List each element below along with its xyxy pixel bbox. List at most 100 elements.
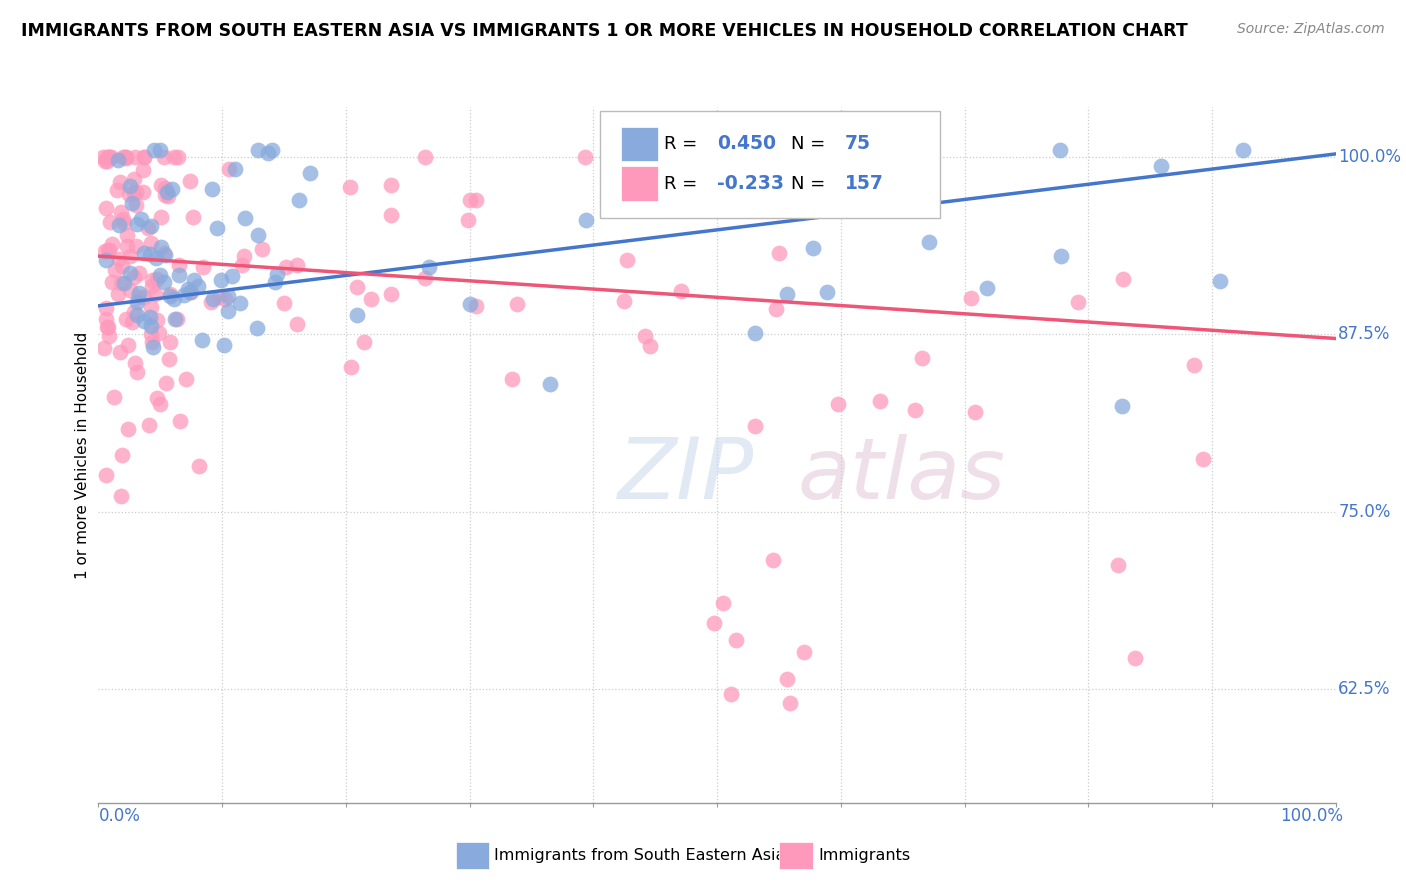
Point xyxy=(132,163,155,178)
Y-axis label: 1 or more Vehicles in Household: 1 or more Vehicles in Household xyxy=(75,331,90,579)
Point xyxy=(167,258,190,272)
Point xyxy=(911,351,934,365)
Point xyxy=(180,285,202,300)
Point xyxy=(1192,452,1215,467)
Point xyxy=(91,150,114,164)
Point xyxy=(501,372,523,386)
Point xyxy=(247,143,270,157)
Text: 100.0%: 100.0% xyxy=(1279,807,1343,825)
Point xyxy=(153,275,176,289)
Point xyxy=(775,673,797,687)
Point xyxy=(98,215,121,229)
Point xyxy=(124,150,146,164)
Point xyxy=(457,213,479,227)
Point xyxy=(155,376,177,390)
Point xyxy=(173,288,195,302)
Point xyxy=(264,275,287,289)
Point xyxy=(779,696,801,710)
Point xyxy=(125,197,148,211)
Point xyxy=(976,281,998,295)
Point xyxy=(1182,358,1205,372)
Point xyxy=(103,390,125,404)
Point xyxy=(285,258,308,272)
Point xyxy=(124,356,146,370)
Point xyxy=(125,295,148,310)
Text: 75: 75 xyxy=(845,135,870,153)
Point xyxy=(96,154,118,169)
Point xyxy=(186,279,208,293)
Point xyxy=(212,338,235,352)
Point xyxy=(152,150,174,164)
Point xyxy=(1123,651,1146,665)
Point xyxy=(163,150,186,164)
Point xyxy=(200,182,222,196)
Point xyxy=(214,292,236,306)
Point xyxy=(232,250,254,264)
Point xyxy=(117,337,139,351)
Text: 0.0%: 0.0% xyxy=(98,807,141,825)
Point xyxy=(97,243,120,257)
Point xyxy=(465,193,488,207)
Point xyxy=(960,291,983,305)
Point xyxy=(711,596,734,610)
Point xyxy=(136,220,159,235)
Point xyxy=(112,216,135,230)
Point xyxy=(725,632,748,647)
Point xyxy=(143,143,166,157)
Text: ZIP: ZIP xyxy=(619,434,755,517)
Point xyxy=(353,334,375,349)
Point xyxy=(638,339,661,353)
Point xyxy=(105,183,128,197)
Point xyxy=(150,240,173,254)
Point xyxy=(141,335,163,350)
Point xyxy=(139,247,162,261)
Point xyxy=(125,185,148,199)
Point xyxy=(458,193,481,207)
Point xyxy=(762,553,785,567)
Point xyxy=(121,315,143,329)
Point xyxy=(149,210,172,224)
Point xyxy=(669,284,692,298)
Point xyxy=(145,251,167,265)
Point xyxy=(149,143,172,157)
Point xyxy=(162,292,184,306)
Text: -0.233: -0.233 xyxy=(717,174,785,193)
Point xyxy=(112,150,135,164)
Point xyxy=(1107,558,1129,572)
Point xyxy=(141,327,163,342)
Point xyxy=(93,341,115,355)
Text: N =: N = xyxy=(792,175,831,193)
Point xyxy=(1111,400,1133,414)
Point xyxy=(209,272,232,286)
Point xyxy=(174,372,197,386)
Point xyxy=(145,391,167,405)
Point xyxy=(118,187,141,202)
Point xyxy=(744,326,766,341)
Point xyxy=(346,308,368,322)
Point xyxy=(205,221,228,235)
Point xyxy=(1149,159,1171,173)
Point xyxy=(346,280,368,294)
Point xyxy=(963,405,986,419)
Point xyxy=(132,290,155,304)
Point xyxy=(108,344,131,359)
Point xyxy=(768,246,790,260)
Point xyxy=(720,687,742,701)
Point xyxy=(217,289,239,303)
Point xyxy=(413,150,436,164)
Point xyxy=(120,283,142,297)
Point xyxy=(166,312,188,326)
Point xyxy=(146,313,169,327)
Point xyxy=(793,644,815,658)
Point xyxy=(167,268,190,283)
Point xyxy=(100,150,122,164)
Point xyxy=(98,150,121,164)
Point xyxy=(125,239,148,253)
Text: Immigrants: Immigrants xyxy=(818,848,911,863)
Point xyxy=(191,333,214,347)
Point xyxy=(141,278,163,293)
Point xyxy=(110,276,132,290)
Point xyxy=(110,175,132,189)
Point xyxy=(380,286,402,301)
Point xyxy=(183,273,205,287)
